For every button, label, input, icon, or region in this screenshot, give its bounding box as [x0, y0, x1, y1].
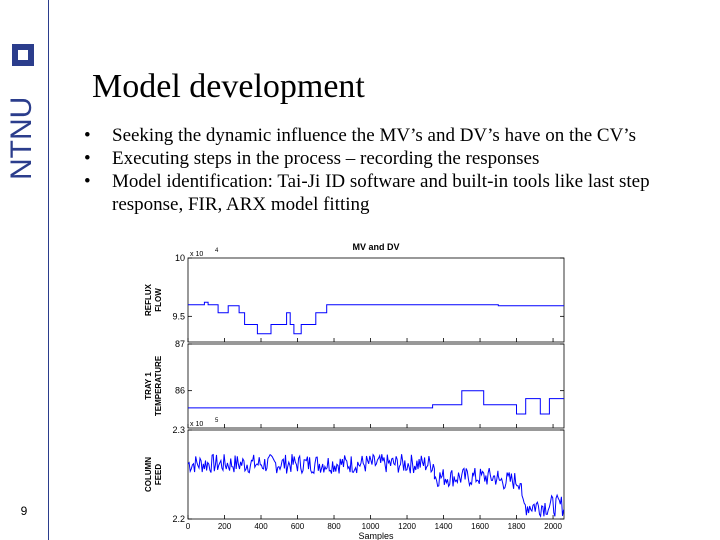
sidebar-divider [48, 0, 49, 540]
exponent-label: x 10 [190, 251, 203, 258]
bullet-item: • Model identification: Tai-Ji ID softwar… [84, 170, 694, 216]
bullet-text: Model identification: Tai-Ji ID software… [112, 171, 650, 215]
exponent-power: 5 [215, 418, 219, 424]
bullet-dot: • [84, 148, 91, 169]
x-tick-label: 400 [254, 522, 268, 531]
bullet-text: Executing steps in the process – recordi… [112, 148, 540, 169]
x-tick-label: 1000 [362, 522, 380, 531]
chart-title: MV and DV [352, 242, 399, 252]
exponent-label: x 10 [190, 421, 203, 428]
exponent-power: 4 [215, 248, 219, 254]
y-axis-label: TEMPERATURE [154, 355, 163, 416]
bullet-item: • Seeking the dynamic influence the MV’s … [84, 124, 694, 147]
x-tick-label: 1800 [508, 522, 526, 531]
x-tick-label: 0 [186, 522, 191, 531]
y-tick-label: 2.3 [172, 425, 185, 435]
y-axis-label: REFLUX [144, 283, 153, 316]
slide-sidebar: NTNU 9 [0, 0, 48, 540]
page-number: 9 [20, 504, 28, 518]
plot-frame [187, 257, 565, 343]
y-tick-label: 2.2 [172, 514, 185, 524]
bullet-item: • Executing steps in the process – record… [84, 147, 694, 170]
x-tick-label: 1200 [398, 522, 416, 531]
y-axis-label: FLOW [154, 288, 163, 312]
series-line [188, 301, 564, 335]
series-line [187, 453, 565, 518]
ntnu-logo-icon: NTNU [5, 44, 38, 180]
x-tick-label: 1600 [471, 522, 489, 531]
x-tick-label: 200 [218, 522, 232, 531]
plot-frame [187, 343, 565, 429]
x-tick-label: 2000 [544, 522, 562, 531]
x-tick-label: 600 [291, 522, 305, 531]
y-tick-label: 87 [175, 339, 185, 349]
y-tick-label: 10 [175, 253, 185, 263]
slide-title: Model development [92, 68, 365, 105]
logo-text: NTNU [5, 97, 38, 180]
y-tick-label: 9.5 [172, 311, 185, 321]
bullet-dot: • [84, 125, 91, 146]
x-tick-label: 800 [327, 522, 341, 531]
y-axis-label: FEED [154, 464, 163, 486]
plot-frame [187, 429, 565, 520]
y-axis-label: COLUMN [144, 457, 153, 492]
series-line [188, 390, 564, 415]
y-axis-label: TRAY 1 [144, 372, 153, 400]
bullet-dot: • [84, 171, 91, 192]
x-axis-label: Samples [358, 531, 394, 540]
bullet-text: Seeking the dynamic influence the MV’s a… [112, 125, 636, 146]
bullet-list: • Seeking the dynamic influence the MV’s … [84, 124, 694, 216]
x-tick-label: 1400 [435, 522, 453, 531]
y-tick-label: 86 [175, 386, 185, 396]
